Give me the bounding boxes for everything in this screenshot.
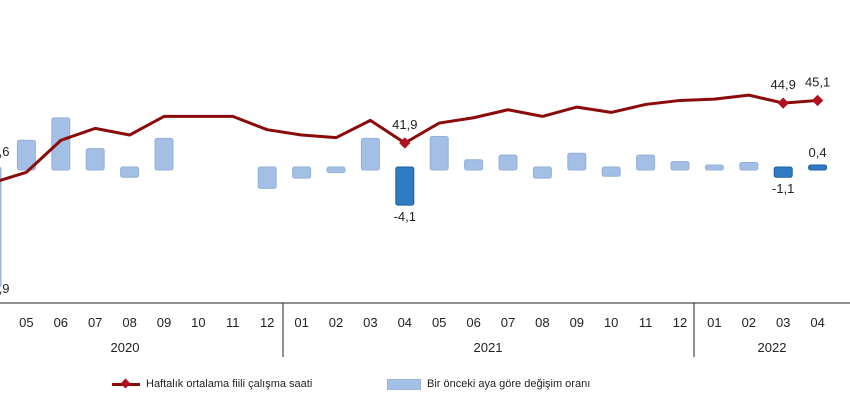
data-label: 44,9	[771, 77, 796, 92]
data-label: 0,4	[809, 145, 827, 160]
bar	[498, 154, 518, 171]
bar	[85, 148, 105, 171]
x-tick-label: 08	[122, 315, 136, 330]
line-marker-icon	[112, 382, 140, 386]
legend: Haftalık ortalama fiili çalışma saati Bi…	[0, 378, 850, 398]
bar	[292, 166, 312, 179]
x-tick-label: 02	[742, 315, 756, 330]
x-tick-label: 08	[535, 315, 549, 330]
bar	[704, 164, 724, 171]
data-label: ,9	[0, 281, 9, 296]
x-tick-label: 07	[501, 315, 515, 330]
bar	[0, 166, 2, 288]
x-tick-label: 10	[604, 315, 618, 330]
x-tick-label: 01	[707, 315, 721, 330]
x-tick-label: 12	[673, 315, 687, 330]
data-label: -1,1	[772, 181, 794, 196]
bar	[601, 166, 621, 177]
change-rate-bars	[0, 117, 828, 288]
bar	[532, 166, 552, 179]
bar	[16, 139, 36, 171]
x-tick-label: 09	[157, 315, 171, 330]
bar	[154, 137, 174, 171]
bar-swatch-icon	[387, 378, 421, 390]
x-tick-label: 04	[810, 315, 824, 330]
bar	[257, 166, 277, 189]
line-marker-icon	[777, 97, 789, 109]
x-tick-label: 06	[54, 315, 68, 330]
x-tick-label: 06	[466, 315, 480, 330]
x-tick-label: 12	[260, 315, 274, 330]
x-tick-label: 04	[398, 315, 412, 330]
legend-item-bar: Bir önceki aya göre değişim oranı	[387, 378, 590, 390]
year-label: 2021	[474, 340, 503, 355]
x-tick-label: 10	[191, 315, 205, 330]
bar	[773, 166, 793, 178]
x-tick-label: 05	[432, 315, 446, 330]
legend-bar-label: Bir önceki aya göre değişim oranı	[427, 378, 591, 390]
x-tick-label: 03	[363, 315, 377, 330]
bar	[360, 137, 380, 171]
line-marker-icon	[811, 94, 824, 107]
bar	[670, 161, 690, 171]
bar	[567, 152, 587, 171]
bar	[464, 159, 484, 171]
x-tick-label: 02	[329, 315, 343, 330]
data-label: -4,1	[394, 209, 416, 224]
bar	[808, 164, 828, 171]
bar	[51, 117, 71, 171]
x-tick-label: 01	[294, 315, 308, 330]
x-tick-label: 11	[639, 315, 653, 330]
data-labels: 41,9 44,9 45,1 -4,1 -1,1 0,4 ,6 ,9	[0, 74, 830, 296]
data-label: 41,9	[392, 117, 417, 132]
bar	[326, 166, 346, 174]
x-tick-label: 03	[776, 315, 790, 330]
year-label: 2020	[111, 340, 140, 355]
legend-line-label: Haftalık ortalama fiili çalışma saati	[146, 378, 313, 390]
bar	[636, 154, 656, 171]
x-tick-label: 07	[88, 315, 102, 330]
bar	[120, 166, 140, 178]
x-axis: 04 05 06 07 08 09 10 11 12 01 02 03 04 05 06 07 08 09 10 11…	[0, 302, 850, 357]
x-tick-label: 11	[226, 315, 240, 330]
data-label: ,6	[0, 144, 9, 159]
data-label: 45,1	[805, 74, 830, 89]
line-marker-icon	[399, 137, 411, 149]
bar	[395, 166, 415, 206]
bar	[429, 136, 449, 171]
bar	[739, 162, 759, 171]
x-tick-label: 05	[19, 315, 33, 330]
year-label: 2022	[758, 340, 787, 355]
x-tick-label: 09	[570, 315, 584, 330]
legend-item-line: Haftalık ortalama fiili çalışma saati	[112, 378, 312, 390]
